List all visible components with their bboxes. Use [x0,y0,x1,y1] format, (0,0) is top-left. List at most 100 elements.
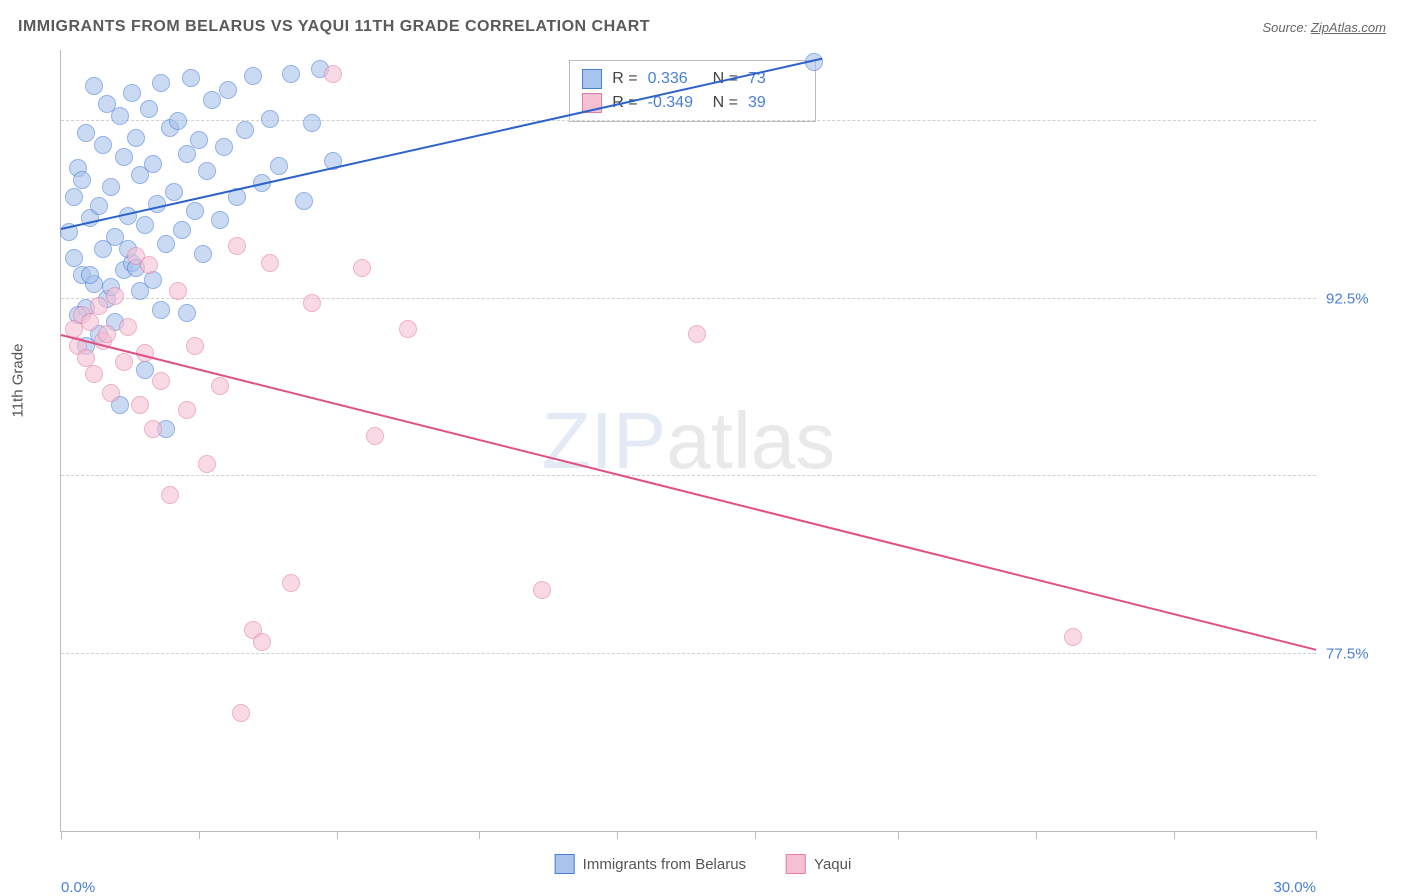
data-point [244,67,262,85]
data-point [253,633,271,651]
data-point [303,294,321,312]
data-point [399,320,417,338]
data-point [157,235,175,253]
data-point [169,282,187,300]
data-point [198,455,216,473]
data-point [152,74,170,92]
x-tick [1174,831,1175,839]
data-point [169,112,187,130]
data-point [140,100,158,118]
legend-swatch [582,69,602,89]
data-point [123,84,141,102]
n-value: 39 [748,94,803,112]
data-point [270,157,288,175]
series-legend: Immigrants from BelarusYaqui [555,854,852,874]
data-point [131,396,149,414]
data-point [211,377,229,395]
x-tick [755,831,756,839]
x-tick [617,831,618,839]
r-label: R = [612,70,637,88]
x-tick [337,831,338,839]
x-tick [199,831,200,839]
data-point [688,325,706,343]
x-tick-label: 30.0% [1273,879,1316,896]
data-point [77,124,95,142]
data-point [178,145,196,163]
x-tick [1316,831,1317,839]
data-point [228,237,246,255]
data-point [282,65,300,83]
data-point [211,211,229,229]
gridline [61,475,1316,476]
x-tick-label: 0.0% [61,879,95,896]
gridline [61,298,1316,299]
gridline [61,120,1316,121]
legend-swatch [555,854,575,874]
data-point [161,486,179,504]
data-point [106,287,124,305]
source-attribution: Source: ZipAtlas.com [1262,20,1386,35]
data-point [85,365,103,383]
y-tick-label: 77.5% [1326,645,1396,662]
data-point [1064,628,1082,646]
source-link[interactable]: ZipAtlas.com [1311,20,1386,35]
data-point [236,121,254,139]
data-point [178,304,196,322]
x-tick [479,831,480,839]
trend-line [61,334,1316,651]
data-point [73,171,91,189]
data-point [136,216,154,234]
data-point [282,574,300,592]
data-point [119,318,137,336]
data-point [65,188,83,206]
data-point [232,704,250,722]
data-point [194,245,212,263]
data-point [186,337,204,355]
data-point [94,136,112,154]
data-point [98,325,116,343]
plot-region: ZIPatlas R =0.336N =73R =-0.349N =39 77.… [60,50,1316,832]
data-point [182,69,200,87]
data-point [127,129,145,147]
data-point [115,353,133,371]
data-point [85,77,103,95]
legend-swatch [786,854,806,874]
x-tick [1036,831,1037,839]
data-point [173,221,191,239]
data-point [353,259,371,277]
y-tick-label: 92.5% [1326,290,1396,307]
legend-label: Yaqui [814,856,851,873]
data-point [215,138,233,156]
data-point [144,420,162,438]
source-prefix: Source: [1262,20,1310,35]
data-point [102,178,120,196]
data-point [77,349,95,367]
data-point [178,401,196,419]
data-point [115,148,133,166]
data-point [81,313,99,331]
x-tick [898,831,899,839]
data-point [186,202,204,220]
data-point [366,427,384,445]
n-label: N = [713,94,738,112]
gridline [61,653,1316,654]
data-point [190,131,208,149]
data-point [136,361,154,379]
data-point [152,301,170,319]
data-point [533,581,551,599]
data-point [219,81,237,99]
trend-line [61,57,823,229]
watermark-part-b: atlas [666,396,835,485]
data-point [303,114,321,132]
data-point [65,249,83,267]
data-point [111,107,129,125]
legend-item: Yaqui [786,854,851,874]
data-point [81,266,99,284]
data-point [90,297,108,315]
x-tick [61,831,62,839]
data-point [295,192,313,210]
chart-area: ZIPatlas R =0.336N =73R =-0.349N =39 77.… [60,50,1316,832]
data-point [198,162,216,180]
data-point [165,183,183,201]
data-point [144,155,162,173]
